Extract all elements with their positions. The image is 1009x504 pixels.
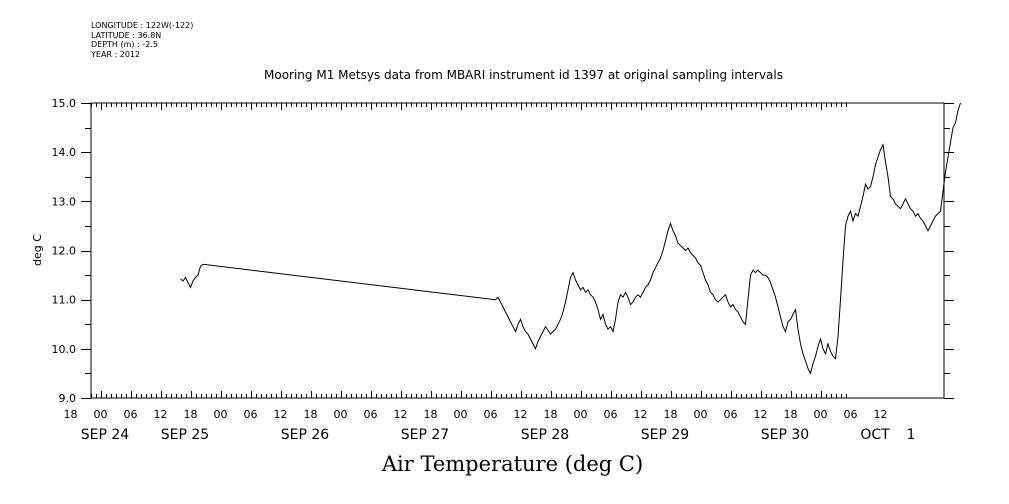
x-tick-label: 06	[484, 408, 498, 421]
x-tick-label: 06	[604, 408, 618, 421]
date-label: 1	[907, 427, 916, 443]
longitude-label: LONGITUDE : 122W(-122)	[91, 21, 194, 30]
x-tick-label: 12	[394, 408, 408, 421]
x-tick-label: 00	[814, 408, 828, 421]
date-label: SEP 30	[761, 427, 809, 443]
y-tick-label: 9.0	[59, 392, 77, 405]
date-label: SEP 28	[521, 427, 569, 443]
x-tick-label: 12	[634, 408, 648, 421]
y-tick-label: 13.0	[52, 195, 77, 208]
x-tick-label: 18	[64, 408, 78, 421]
x-tick-label: 18	[544, 408, 558, 421]
x-tick-label: 00	[334, 408, 348, 421]
year-label: YEAR : 2012	[91, 49, 141, 59]
x-tick-label: 12	[754, 408, 768, 421]
date-labels: SEP 24 SEP 25 SEP 26 SEP 27 SEP 28 SEP 29 SEP …	[81, 427, 916, 443]
x-tick-label: 12	[514, 408, 528, 421]
x-tick-label: 06	[844, 408, 858, 421]
x-tick-label: 00	[694, 408, 708, 421]
x-tick-label: 06	[724, 408, 738, 421]
plot-frame	[90, 102, 945, 399]
x-tick-label: 12	[874, 408, 888, 421]
depth-label: DEPTH (m) : -2.5	[91, 40, 158, 50]
series-line	[180, 102, 961, 375]
x-tick-label: 18	[424, 408, 438, 421]
latitude-label: LATITUDE : 36.8N	[91, 30, 162, 40]
x-tick-label: 18	[664, 408, 678, 421]
x-tick-label: 00	[94, 408, 108, 421]
date-label: SEP 24	[81, 427, 130, 443]
x-tick-label: 12	[154, 408, 168, 421]
x-tick-label: 06	[124, 408, 138, 421]
date-label: SEP 29	[641, 427, 689, 443]
y-axis-label: deg C	[31, 234, 44, 266]
date-label: SEP 27	[401, 427, 449, 443]
x-tick-label: 06	[244, 408, 258, 421]
x-tick-label: 00	[454, 408, 468, 421]
y-tick-label: 14.0	[52, 146, 77, 159]
x-tick-label: 00	[214, 408, 228, 421]
y-tick-label: 11.0	[52, 294, 77, 307]
x-tick-labels: 18 00 06 12 18 00 06 12 18 00 06 12 18 00 06 12 18 00 06 12…	[64, 408, 888, 421]
x-tick-label: 18	[304, 408, 318, 421]
x-tick-label: 06	[364, 408, 378, 421]
chart-title: Mooring M1 Metsys data from MBARI instru…	[264, 68, 783, 82]
date-label: SEP 26	[281, 427, 330, 443]
footer-title: Air Temperature (deg C)	[381, 452, 644, 476]
x-tick-label: 18	[184, 408, 198, 421]
date-label: OCT	[860, 427, 890, 443]
y-tick-label: 15.0	[52, 97, 77, 110]
x-tick-label: 00	[574, 408, 588, 421]
y-tick-label: 10.0	[52, 343, 77, 356]
y-tick-labels: 9.0 10.0 11.0 12.0 13.0 14.0 15.0	[52, 97, 77, 405]
x-tick-label: 18	[784, 408, 798, 421]
y-tick-label: 12.0	[52, 245, 77, 258]
axis-ticks	[81, 103, 954, 399]
x-tick-label: 12	[274, 408, 288, 421]
metadata-block: LONGITUDE : 122W(-122) LATITUDE : 36.8N …	[91, 21, 193, 59]
date-label: SEP 25	[161, 427, 209, 443]
